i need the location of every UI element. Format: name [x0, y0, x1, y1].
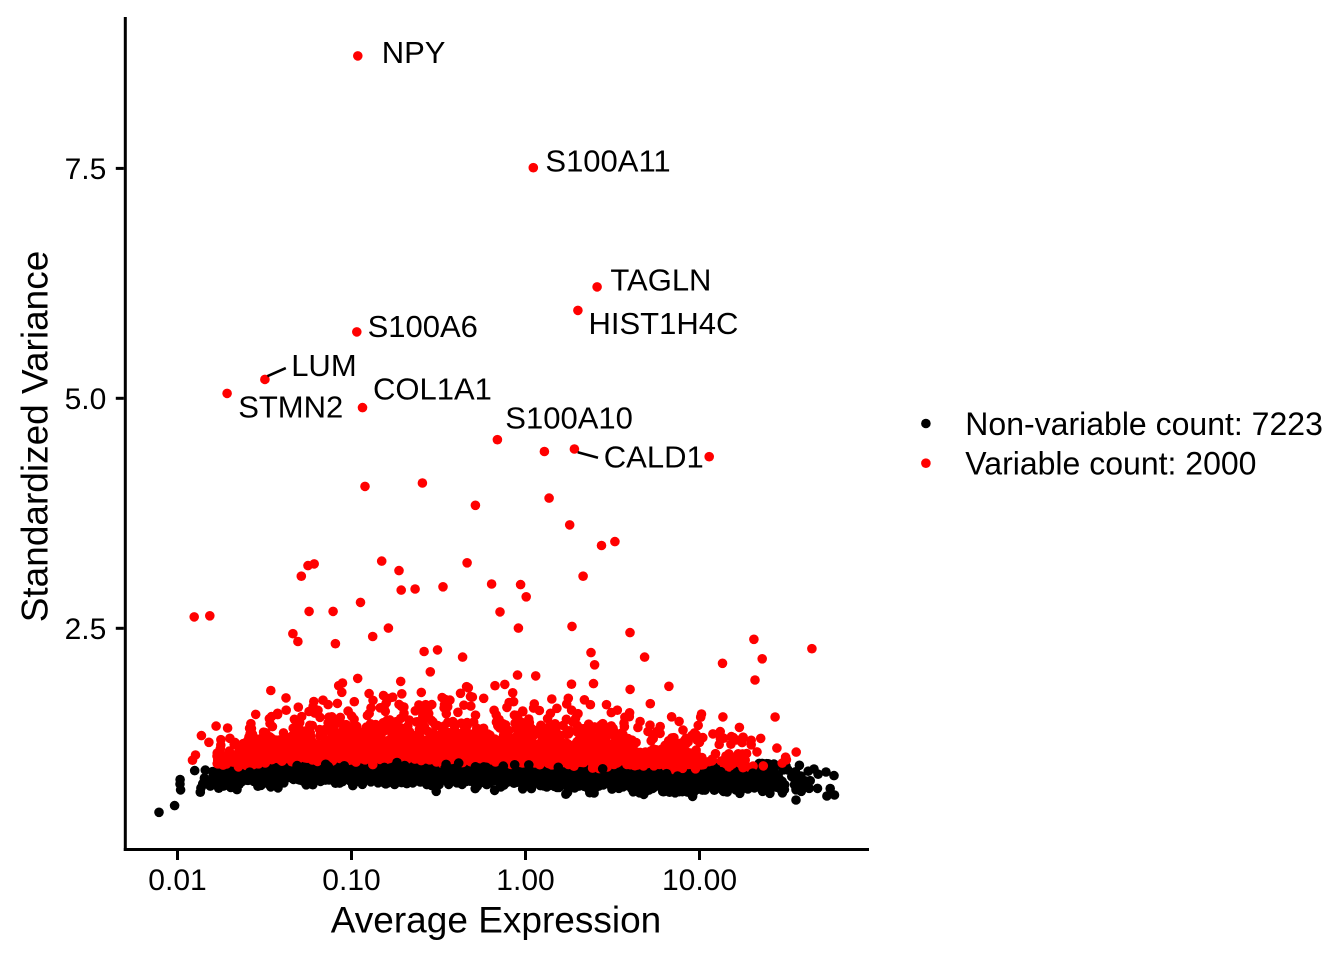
svg-text:HIST1H4C: HIST1H4C	[589, 306, 739, 341]
svg-text:TAGLN: TAGLN	[610, 263, 711, 298]
svg-text:S100A10: S100A10	[505, 400, 633, 435]
svg-text:Standardized Variance: Standardized Variance	[15, 251, 56, 623]
svg-text:STMN2: STMN2	[238, 389, 343, 424]
svg-text:10.00: 10.00	[662, 864, 737, 897]
svg-text:LUM: LUM	[291, 348, 356, 383]
svg-text:Non-variable count: 7223: Non-variable count: 7223	[965, 406, 1323, 442]
svg-text:Variable count: 2000: Variable count: 2000	[965, 446, 1256, 482]
svg-text:NPY: NPY	[382, 35, 446, 70]
svg-text:7.5: 7.5	[65, 153, 107, 186]
svg-text:CALD1: CALD1	[604, 439, 704, 474]
svg-text:0.10: 0.10	[322, 864, 380, 897]
svg-text:2.5: 2.5	[65, 613, 107, 646]
svg-text:S100A11: S100A11	[545, 144, 670, 179]
svg-text:Average Expression: Average Expression	[331, 900, 661, 941]
svg-text:1.00: 1.00	[496, 864, 554, 897]
svg-text:S100A6: S100A6	[368, 309, 478, 344]
svg-text:COL1A1: COL1A1	[373, 372, 492, 407]
svg-text:0.01: 0.01	[148, 864, 206, 897]
svg-text:5.0: 5.0	[65, 383, 107, 416]
